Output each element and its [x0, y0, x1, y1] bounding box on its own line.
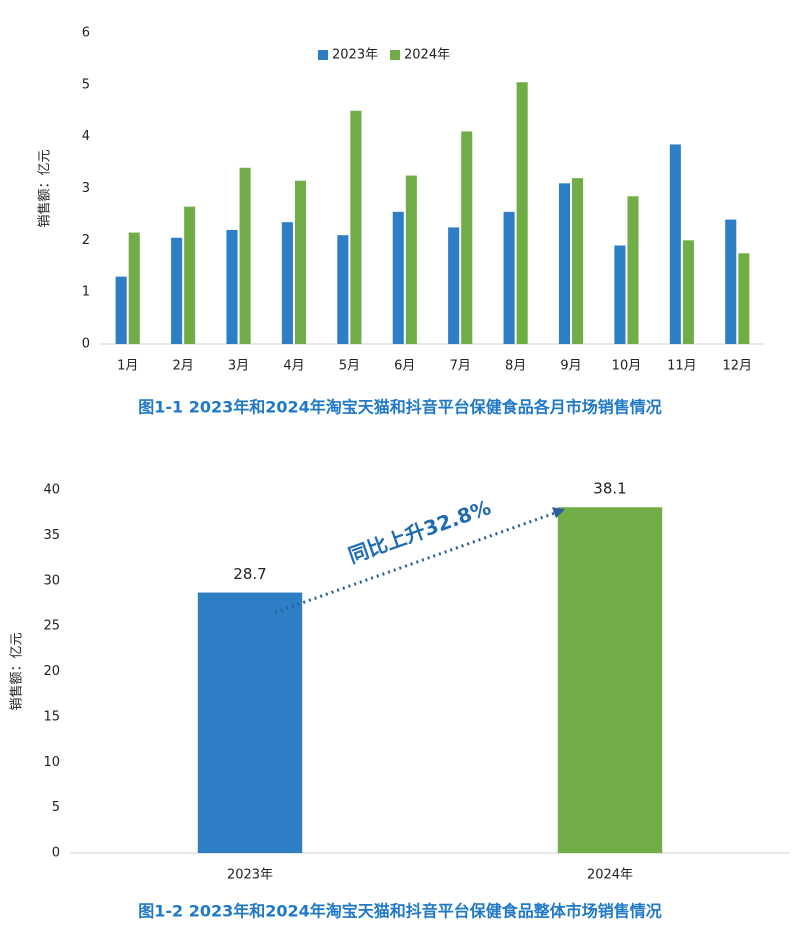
x-tick-label: 2024年: [587, 868, 633, 883]
bar: [725, 219, 737, 344]
y-tick-label: 5: [82, 77, 90, 92]
bar: [557, 507, 663, 853]
x-tick-label: 3月: [228, 359, 249, 374]
bar: [669, 144, 681, 344]
arrow-head: [552, 507, 565, 519]
data-label: 28.7: [233, 565, 266, 583]
y-tick-label: 6: [82, 26, 90, 41]
x-tick-label: 7月: [450, 359, 471, 374]
bar: [115, 276, 127, 344]
x-tick-label: 6月: [394, 359, 415, 374]
bar: [461, 131, 473, 344]
x-tick-label: 2月: [172, 359, 193, 374]
bar: [226, 229, 238, 344]
y-tick-label: 30: [43, 573, 60, 588]
legend-swatch: [318, 50, 328, 60]
y-tick-label: 1: [82, 285, 90, 300]
data-label: 38.1: [593, 480, 626, 498]
bar: [128, 232, 140, 344]
annotation: 同比上升32.8%: [345, 495, 494, 568]
x-tick-label: 9月: [560, 359, 581, 374]
y-tick-label: 4: [82, 129, 90, 144]
y-axis-label: 销售额：亿元: [9, 632, 25, 710]
bar: [197, 592, 303, 853]
y-axis-label: 销售额：亿元: [37, 149, 53, 227]
y-tick-label: 25: [43, 619, 60, 634]
legend-label: 2023年: [332, 48, 378, 63]
y-tick-label: 2: [82, 233, 90, 248]
bar: [558, 183, 571, 344]
arrow: [274, 510, 558, 614]
bar: [184, 206, 196, 344]
bar: [294, 180, 307, 344]
bar: [337, 235, 349, 344]
y-tick-label: 10: [43, 755, 60, 770]
chart-title: 图1-2 2023年和2024年淘宝天猫和抖音平台保健食品整体市场销售情况: [138, 902, 662, 921]
x-tick-label: 11月: [667, 359, 697, 374]
bar: [572, 178, 584, 344]
y-tick-label: 5: [52, 800, 60, 815]
x-tick-label: 2023年: [227, 868, 273, 883]
legend-label: 2024年: [404, 48, 450, 63]
x-tick-label: 12月: [723, 359, 753, 374]
bar: [448, 227, 460, 344]
bar: [392, 211, 404, 344]
y-tick-label: 3: [82, 181, 90, 196]
y-tick-label: 35: [43, 528, 60, 543]
y-tick-label: 15: [43, 709, 60, 724]
bar: [738, 253, 750, 344]
y-tick-label: 0: [82, 337, 90, 352]
bar: [614, 245, 626, 344]
bar: [405, 175, 417, 344]
bar: [171, 237, 183, 344]
x-tick-label: 8月: [505, 359, 526, 374]
x-tick-label: 5月: [339, 359, 360, 374]
bar: [682, 240, 694, 344]
bar: [516, 82, 528, 344]
y-tick-label: 20: [43, 664, 60, 679]
bar: [281, 222, 293, 344]
y-tick-label: 0: [52, 846, 60, 861]
x-tick-label: 4月: [283, 359, 304, 374]
x-tick-label: 10月: [612, 359, 642, 374]
chart-title: 图1-1 2023年和2024年淘宝天猫和抖音平台保健食品各月市场销售情况: [138, 398, 662, 417]
y-tick-label: 40: [43, 483, 60, 498]
bar: [503, 211, 515, 344]
legend-swatch: [390, 50, 400, 60]
x-tick-label: 1月: [117, 359, 138, 374]
bar: [350, 110, 362, 344]
bar: [239, 167, 251, 344]
bar: [627, 196, 639, 344]
